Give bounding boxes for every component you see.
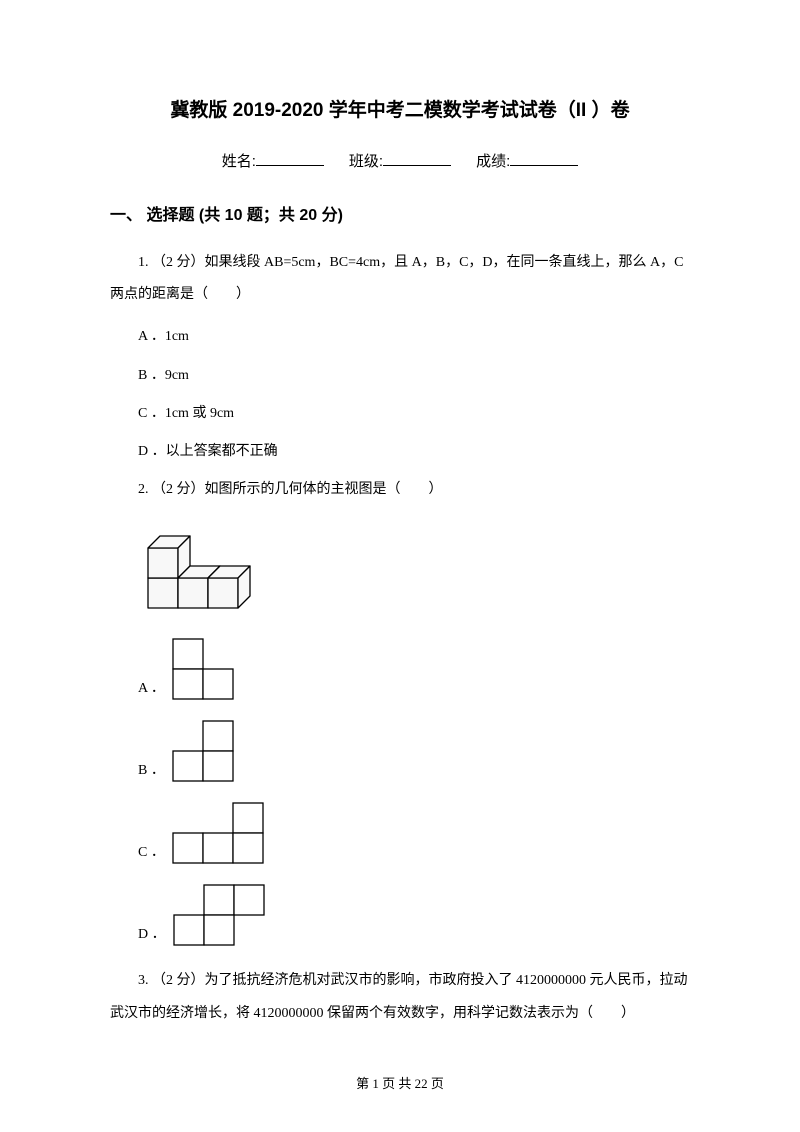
q2-option-c: C ．	[110, 801, 690, 865]
q2-option-a: A ．	[110, 637, 690, 701]
score-blank	[510, 152, 578, 166]
q2-b-label: B ．	[138, 759, 165, 783]
q2-a-figure	[171, 637, 237, 701]
exam-title: 冀教版 2019-2020 学年中考二模数学考试试卷（II ）卷	[110, 95, 690, 122]
q2-3d-figure	[138, 518, 690, 623]
question-1: 1. （2 分）如果线段 AB=5cm，BC=4cm，且 A，B，C，D，在同一…	[110, 247, 690, 311]
q1-option-c: C ．1cm 或 9cm	[110, 398, 690, 430]
name-label: 姓名:	[222, 153, 256, 170]
q2-d-label: D ．	[138, 923, 166, 947]
q2-a-label: A ．	[138, 677, 165, 701]
q1-option-d: D ．以上答案都不正确	[110, 436, 690, 468]
score-label: 成绩:	[476, 153, 510, 170]
q2-d-figure	[172, 883, 268, 947]
question-2: 2. （2 分）如图所示的几何体的主视图是（ ）	[110, 474, 690, 506]
q1-option-b: B ．9cm	[110, 360, 690, 392]
section-1-heading: 一、 选择题 (共 10 题；共 20 分)	[110, 201, 690, 225]
q2-c-label: C ．	[138, 841, 165, 865]
page-footer: 第 1 页 共 22 页	[0, 1073, 800, 1092]
q2-c-figure	[171, 801, 267, 865]
class-label: 班级:	[349, 153, 383, 170]
question-3: 3. （2 分）为了抵抗经济危机对武汉市的影响，市政府投入了 412000000…	[110, 965, 690, 1029]
q1-option-a: A ．1cm	[110, 321, 690, 353]
q2-option-d: D ．	[110, 883, 690, 947]
q2-option-b: B ．	[110, 719, 690, 783]
class-blank	[383, 152, 451, 166]
q2-b-figure	[171, 719, 237, 783]
name-blank	[256, 152, 324, 166]
student-info-line: 姓名: 班级: 成绩:	[110, 150, 690, 171]
